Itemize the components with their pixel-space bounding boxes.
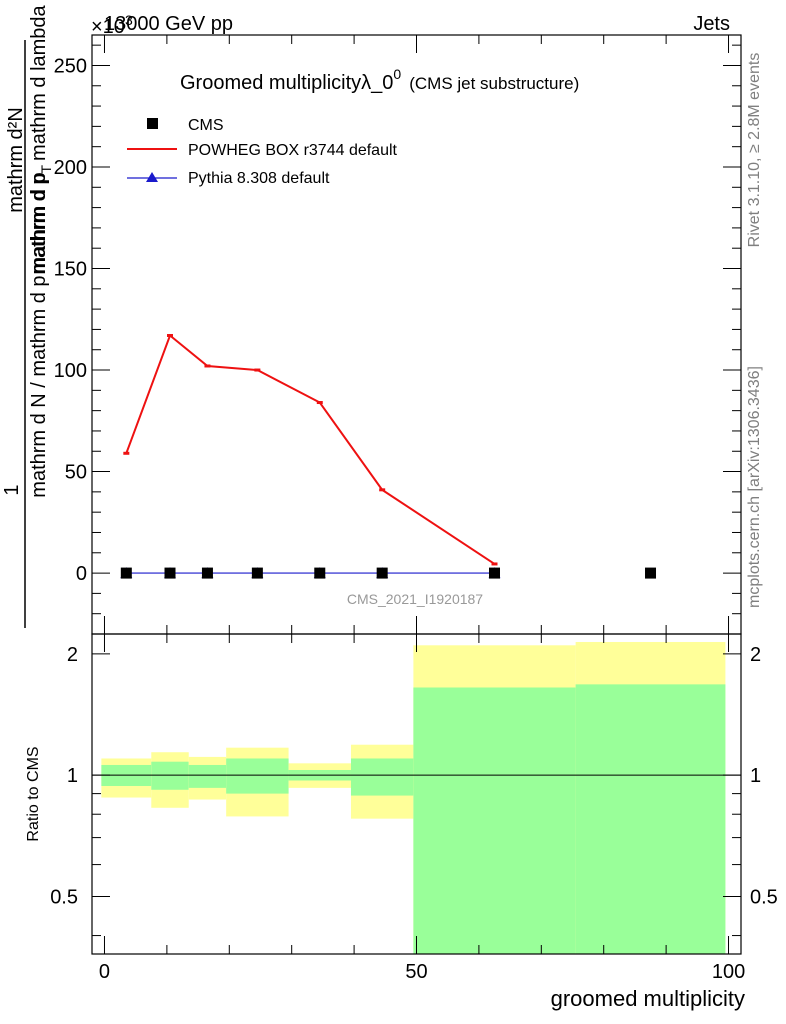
ratio-y-label: Ratio to CMS bbox=[25, 746, 42, 841]
ratio-ytick-label-right: 1 bbox=[750, 765, 761, 787]
legend: CMS POWHEG BOX r3744 default Pythia 8.30… bbox=[127, 117, 398, 187]
cms-point bbox=[376, 567, 388, 579]
band-inner-1 bbox=[151, 761, 189, 790]
xtick-label: 50 bbox=[405, 961, 427, 983]
cms-point bbox=[201, 567, 213, 579]
ratio-ytick-label-left: 1 bbox=[67, 765, 78, 787]
analysis-id-label: CMS_2021_I1920187 bbox=[347, 591, 483, 607]
mcplots-watermark: mcplots.cern.ch [arXiv:1306.3436] bbox=[746, 366, 763, 608]
main-ytick-label: 100 bbox=[54, 360, 87, 382]
series-layer bbox=[120, 333, 657, 579]
header-left-label: 13000 GeV pp bbox=[104, 13, 233, 35]
main-ytick-label: 200 bbox=[54, 157, 87, 179]
ylabel-denominator: mathrm d N / mathrm d pmathrm d p bbox=[28, 172, 50, 497]
cms-point bbox=[645, 567, 657, 579]
band-inner-6 bbox=[413, 687, 576, 954]
ratio-ytick-label-right: 2 bbox=[750, 644, 761, 666]
x-axis: 0 50 100 bbox=[99, 35, 745, 983]
cms-point bbox=[164, 567, 176, 579]
cms-point bbox=[120, 567, 132, 579]
ylabel-numerator: mathrm d²N bbox=[5, 107, 27, 213]
chart-title: Groomed multiplicityλ_00 (CMS jet substru… bbox=[180, 66, 579, 94]
ylabel-numerator-text: mathrm d pTmathrm d lambda bbox=[28, 4, 54, 274]
xtick-label: 100 bbox=[712, 961, 745, 983]
legend-cms-marker bbox=[147, 118, 158, 129]
main-ytick-label: 250 bbox=[54, 55, 87, 77]
legend-powheg-label: POWHEG BOX r3744 default bbox=[188, 142, 398, 159]
main-y-label: 1 mathrm d N / mathrm d pmathrm d p math… bbox=[1, 4, 54, 628]
band-inner-5 bbox=[350, 758, 414, 796]
xtick-label: 0 bbox=[99, 961, 110, 983]
band-inner-2 bbox=[188, 764, 227, 788]
cms-point bbox=[251, 567, 263, 579]
legend-cms-label: CMS bbox=[188, 117, 224, 134]
main-ytick-label: 0 bbox=[76, 563, 87, 585]
powheg-line bbox=[125, 333, 496, 565]
main-y-axis: 0 50 100 150 200 250 bbox=[54, 44, 741, 635]
band-inner-7 bbox=[575, 684, 726, 954]
ratio-ytick-label-left: 2 bbox=[67, 644, 78, 666]
cms-point bbox=[314, 567, 326, 579]
ylabel-one: 1 bbox=[1, 484, 23, 495]
main-ytick-label: 150 bbox=[54, 259, 87, 281]
ratio-bands bbox=[101, 641, 726, 954]
ratio-ytick-label-right: 0.5 bbox=[750, 886, 778, 908]
cms-point bbox=[489, 567, 501, 579]
legend-pythia-marker bbox=[146, 172, 158, 182]
header-right-label: Jets bbox=[693, 13, 730, 35]
exponent-label: ×103 bbox=[91, 12, 133, 38]
legend-pythia-label: Pythia 8.308 default bbox=[188, 170, 330, 187]
rivet-watermark: Rivet 3.1.10, ≥ 2.8M events bbox=[746, 53, 763, 248]
band-inner-3 bbox=[226, 758, 289, 794]
ratio-y-axis: 0.5 0.5 1 1 2 2 bbox=[50, 644, 778, 937]
x-axis-label: groomed multiplicity bbox=[551, 986, 745, 1011]
ratio-ytick-label-left: 0.5 bbox=[50, 886, 78, 908]
main-ytick-label: 50 bbox=[65, 462, 87, 484]
